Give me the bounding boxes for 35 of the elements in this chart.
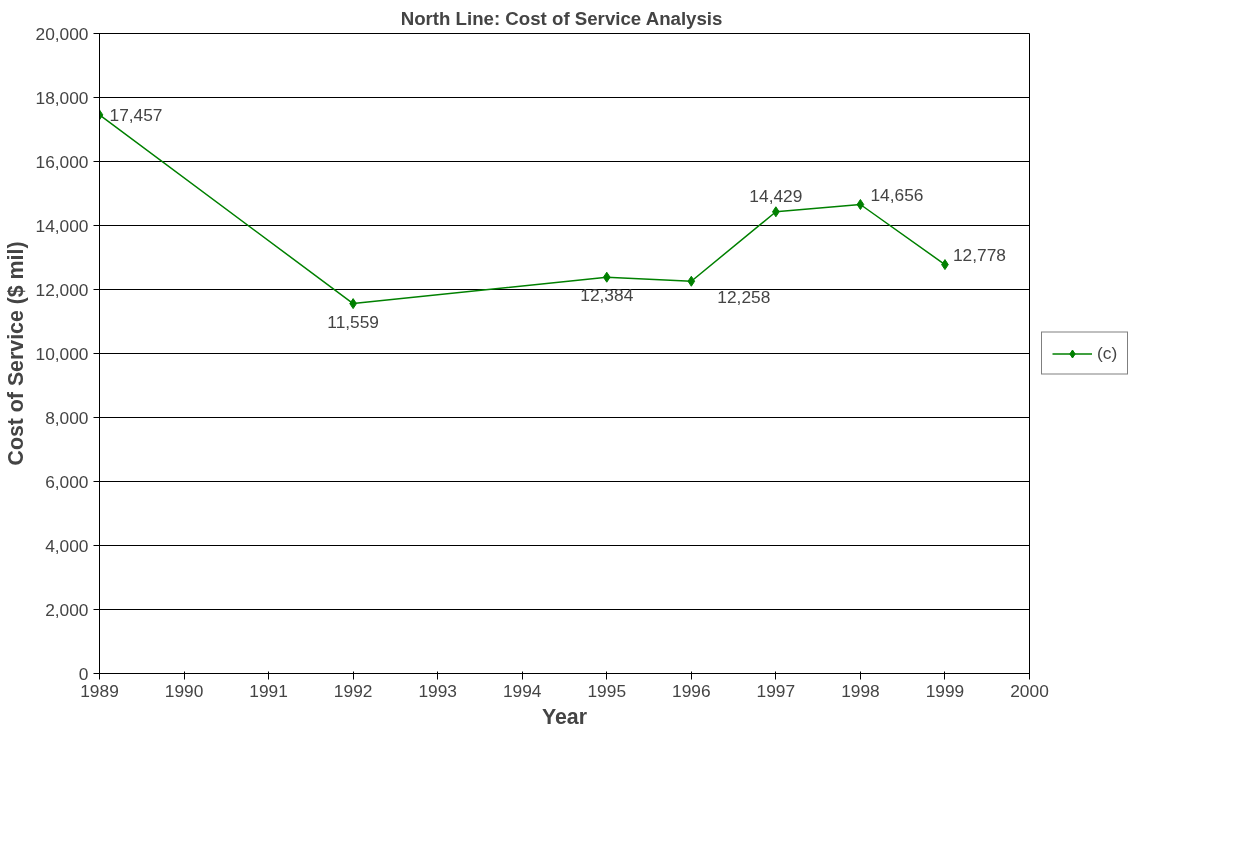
y-tick-label: 2,000 — [45, 599, 89, 620]
x-axis-title: Year — [541, 704, 588, 729]
text: 12,778 — [952, 244, 1006, 265]
text: 17,457 — [109, 104, 163, 125]
text: 12,258 — [717, 287, 771, 308]
point — [856, 199, 865, 211]
text: 14,429 — [749, 185, 803, 206]
x-tick-label: 2000 — [1010, 680, 1049, 701]
y-tick-label: 6,000 — [45, 471, 89, 492]
y-tick-label: 10,000 — [35, 343, 89, 364]
chart-title: North Line: Cost of Service Analysis — [400, 7, 723, 29]
x-tick-label: 1998 — [841, 680, 880, 701]
x-tick-label: 1997 — [756, 680, 796, 701]
x-tick-label: 1996 — [672, 680, 711, 701]
x-tick-label: 1993 — [418, 680, 457, 701]
text: 11,559 — [327, 311, 379, 332]
y-axis-title: Cost of Service ($ mil) — [3, 241, 28, 466]
legend-label: (c) — [1097, 342, 1118, 364]
text: 12,384 — [580, 285, 634, 306]
point — [687, 275, 696, 287]
y-tick-label: 16,000 — [35, 151, 89, 172]
y-tick-label: 12,000 — [35, 279, 89, 300]
x-tick-label: 1992 — [333, 680, 373, 701]
x-tick-label: 1995 — [587, 680, 627, 701]
point — [602, 271, 611, 283]
text: 14,656 — [870, 184, 924, 205]
y-tick-label: 20,000 — [35, 23, 89, 44]
y-tick-label: 8,000 — [45, 407, 89, 428]
y-tick-label: 18,000 — [35, 87, 89, 108]
x-tick-label: 1999 — [925, 680, 965, 701]
x-tick-label: 1994 — [502, 680, 542, 701]
x-tick-label: 1991 — [249, 680, 288, 701]
x-tick-label: 1990 — [164, 680, 204, 701]
y-tick-label: 14,000 — [35, 215, 89, 236]
y-tick-label: 4,000 — [45, 535, 89, 556]
